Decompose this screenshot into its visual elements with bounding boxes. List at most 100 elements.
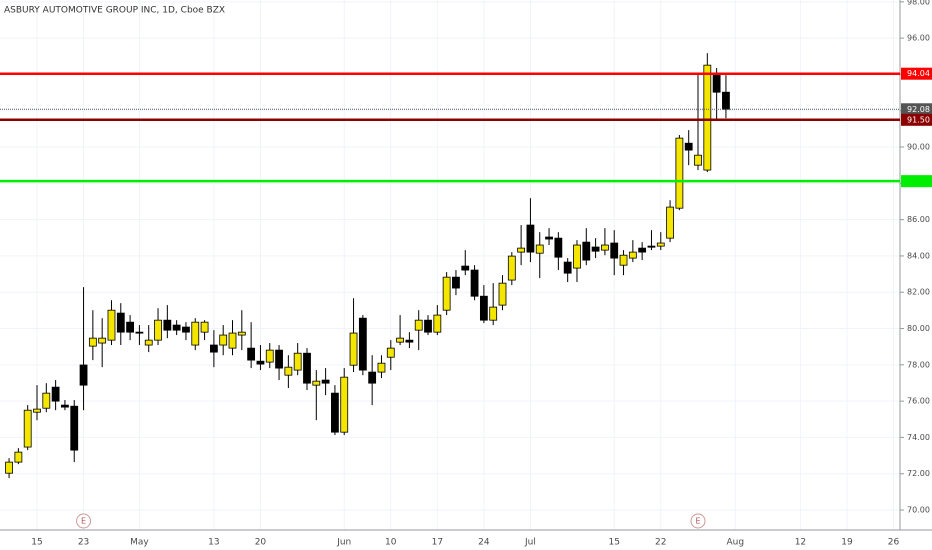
- candle-body: [265, 349, 274, 363]
- candle-body: [340, 376, 349, 433]
- x-tick-label: 20: [255, 538, 267, 548]
- x-tick-label: May: [130, 538, 149, 548]
- candle-body: [144, 339, 153, 346]
- candle-body: [573, 244, 581, 269]
- candle-body: [79, 364, 88, 386]
- candle-body: [545, 236, 553, 240]
- candle-body: [610, 242, 619, 259]
- candle-body: [349, 332, 358, 366]
- y-tick-label: 70.00: [907, 506, 930, 515]
- candle-body: [489, 306, 498, 321]
- candle-body: [88, 337, 97, 347]
- candle-body: [628, 251, 637, 259]
- level-label: 94.04: [907, 69, 930, 78]
- y-tick-label: 72.00: [907, 469, 930, 478]
- candle-body: [70, 405, 79, 451]
- level-label: 92.08: [907, 105, 930, 114]
- x-tick-label: 22: [655, 538, 666, 548]
- candle-body: [293, 352, 302, 371]
- candle-body: [377, 362, 386, 373]
- candle-body: [675, 137, 684, 209]
- candle-body: [116, 312, 125, 333]
- candle-body: [237, 331, 246, 336]
- candle-body: [461, 265, 470, 271]
- x-tick-label: 10: [385, 538, 397, 548]
- candle-body: [368, 371, 377, 384]
- earnings-label: E: [81, 517, 86, 526]
- candle-body: [684, 142, 693, 151]
- level-label-box: [901, 175, 932, 188]
- candle-body: [498, 282, 507, 306]
- candle-body: [228, 332, 237, 349]
- candle-body: [470, 269, 479, 297]
- x-tick-label: 13: [208, 538, 219, 548]
- candle-body: [358, 317, 367, 371]
- x-tick-label: 17: [432, 538, 443, 548]
- candle-body: [182, 326, 190, 333]
- y-tick-label: 86.00: [907, 215, 930, 224]
- candle-body: [14, 451, 23, 463]
- candle-body: [209, 344, 218, 353]
- candle-body: [126, 321, 134, 333]
- candle-body: [591, 246, 600, 252]
- x-tick-label: 19: [841, 538, 853, 548]
- candle-body: [703, 64, 712, 171]
- x-tick-label: 15: [608, 538, 619, 548]
- candle-body: [51, 386, 60, 402]
- y-tick-label: 98.00: [907, 0, 930, 6]
- y-tick-label: 82.00: [907, 288, 930, 297]
- earnings-marker: [76, 513, 92, 529]
- candle-body: [414, 319, 423, 331]
- candle-body: [433, 314, 442, 333]
- y-tick-label: 74.00: [907, 433, 930, 442]
- candle-body: [722, 91, 730, 110]
- grid: [0, 0, 900, 530]
- candle-body: [247, 347, 256, 361]
- earnings-marker: [690, 513, 706, 529]
- candle-body: [396, 337, 404, 343]
- x-tick-label: 24: [478, 538, 490, 548]
- candle-body: [405, 339, 414, 343]
- x-tick-label: 26: [888, 538, 900, 548]
- candle-body: [442, 276, 451, 311]
- candle-body: [712, 72, 721, 93]
- candle-body: [98, 337, 107, 344]
- candle-body: [163, 319, 172, 331]
- candle-body: [517, 247, 526, 253]
- candle-body: [526, 224, 535, 253]
- x-tick-label: Jun: [336, 538, 351, 548]
- candle-body: [219, 334, 228, 346]
- candle-body: [563, 261, 572, 274]
- candle-body: [656, 242, 665, 247]
- plot: [5, 53, 730, 479]
- candle-body: [191, 321, 200, 346]
- level-label-box: [901, 67, 932, 80]
- candle-body: [23, 409, 32, 448]
- candle-body: [386, 347, 395, 358]
- y-tick-label: 96.00: [907, 34, 930, 43]
- candle-body: [554, 237, 563, 258]
- candle-body: [42, 392, 51, 409]
- candle-body: [638, 247, 647, 253]
- candle-body: [619, 254, 628, 266]
- candle-body: [275, 349, 283, 369]
- candle-body: [535, 244, 544, 254]
- chart-title: ASBURY AUTOMOTIVE GROUP INC, 1D, Cboe BZ…: [4, 6, 225, 16]
- level-label-box: [901, 103, 932, 116]
- candle-body: [666, 206, 674, 239]
- candle-body: [424, 319, 432, 333]
- candle-body: [256, 360, 265, 365]
- candle-body: [582, 241, 591, 261]
- candle-body: [321, 379, 330, 384]
- candle-body: [452, 276, 460, 289]
- candle-body: [312, 380, 321, 386]
- candle-body: [61, 404, 69, 408]
- y-tick-label: 78.00: [907, 360, 930, 369]
- x-tick-label: Jul: [524, 538, 536, 548]
- candle-body: [200, 321, 209, 333]
- candle-body: [172, 324, 181, 331]
- y-tick-label: 84.00: [907, 251, 930, 260]
- candle-body: [601, 244, 609, 251]
